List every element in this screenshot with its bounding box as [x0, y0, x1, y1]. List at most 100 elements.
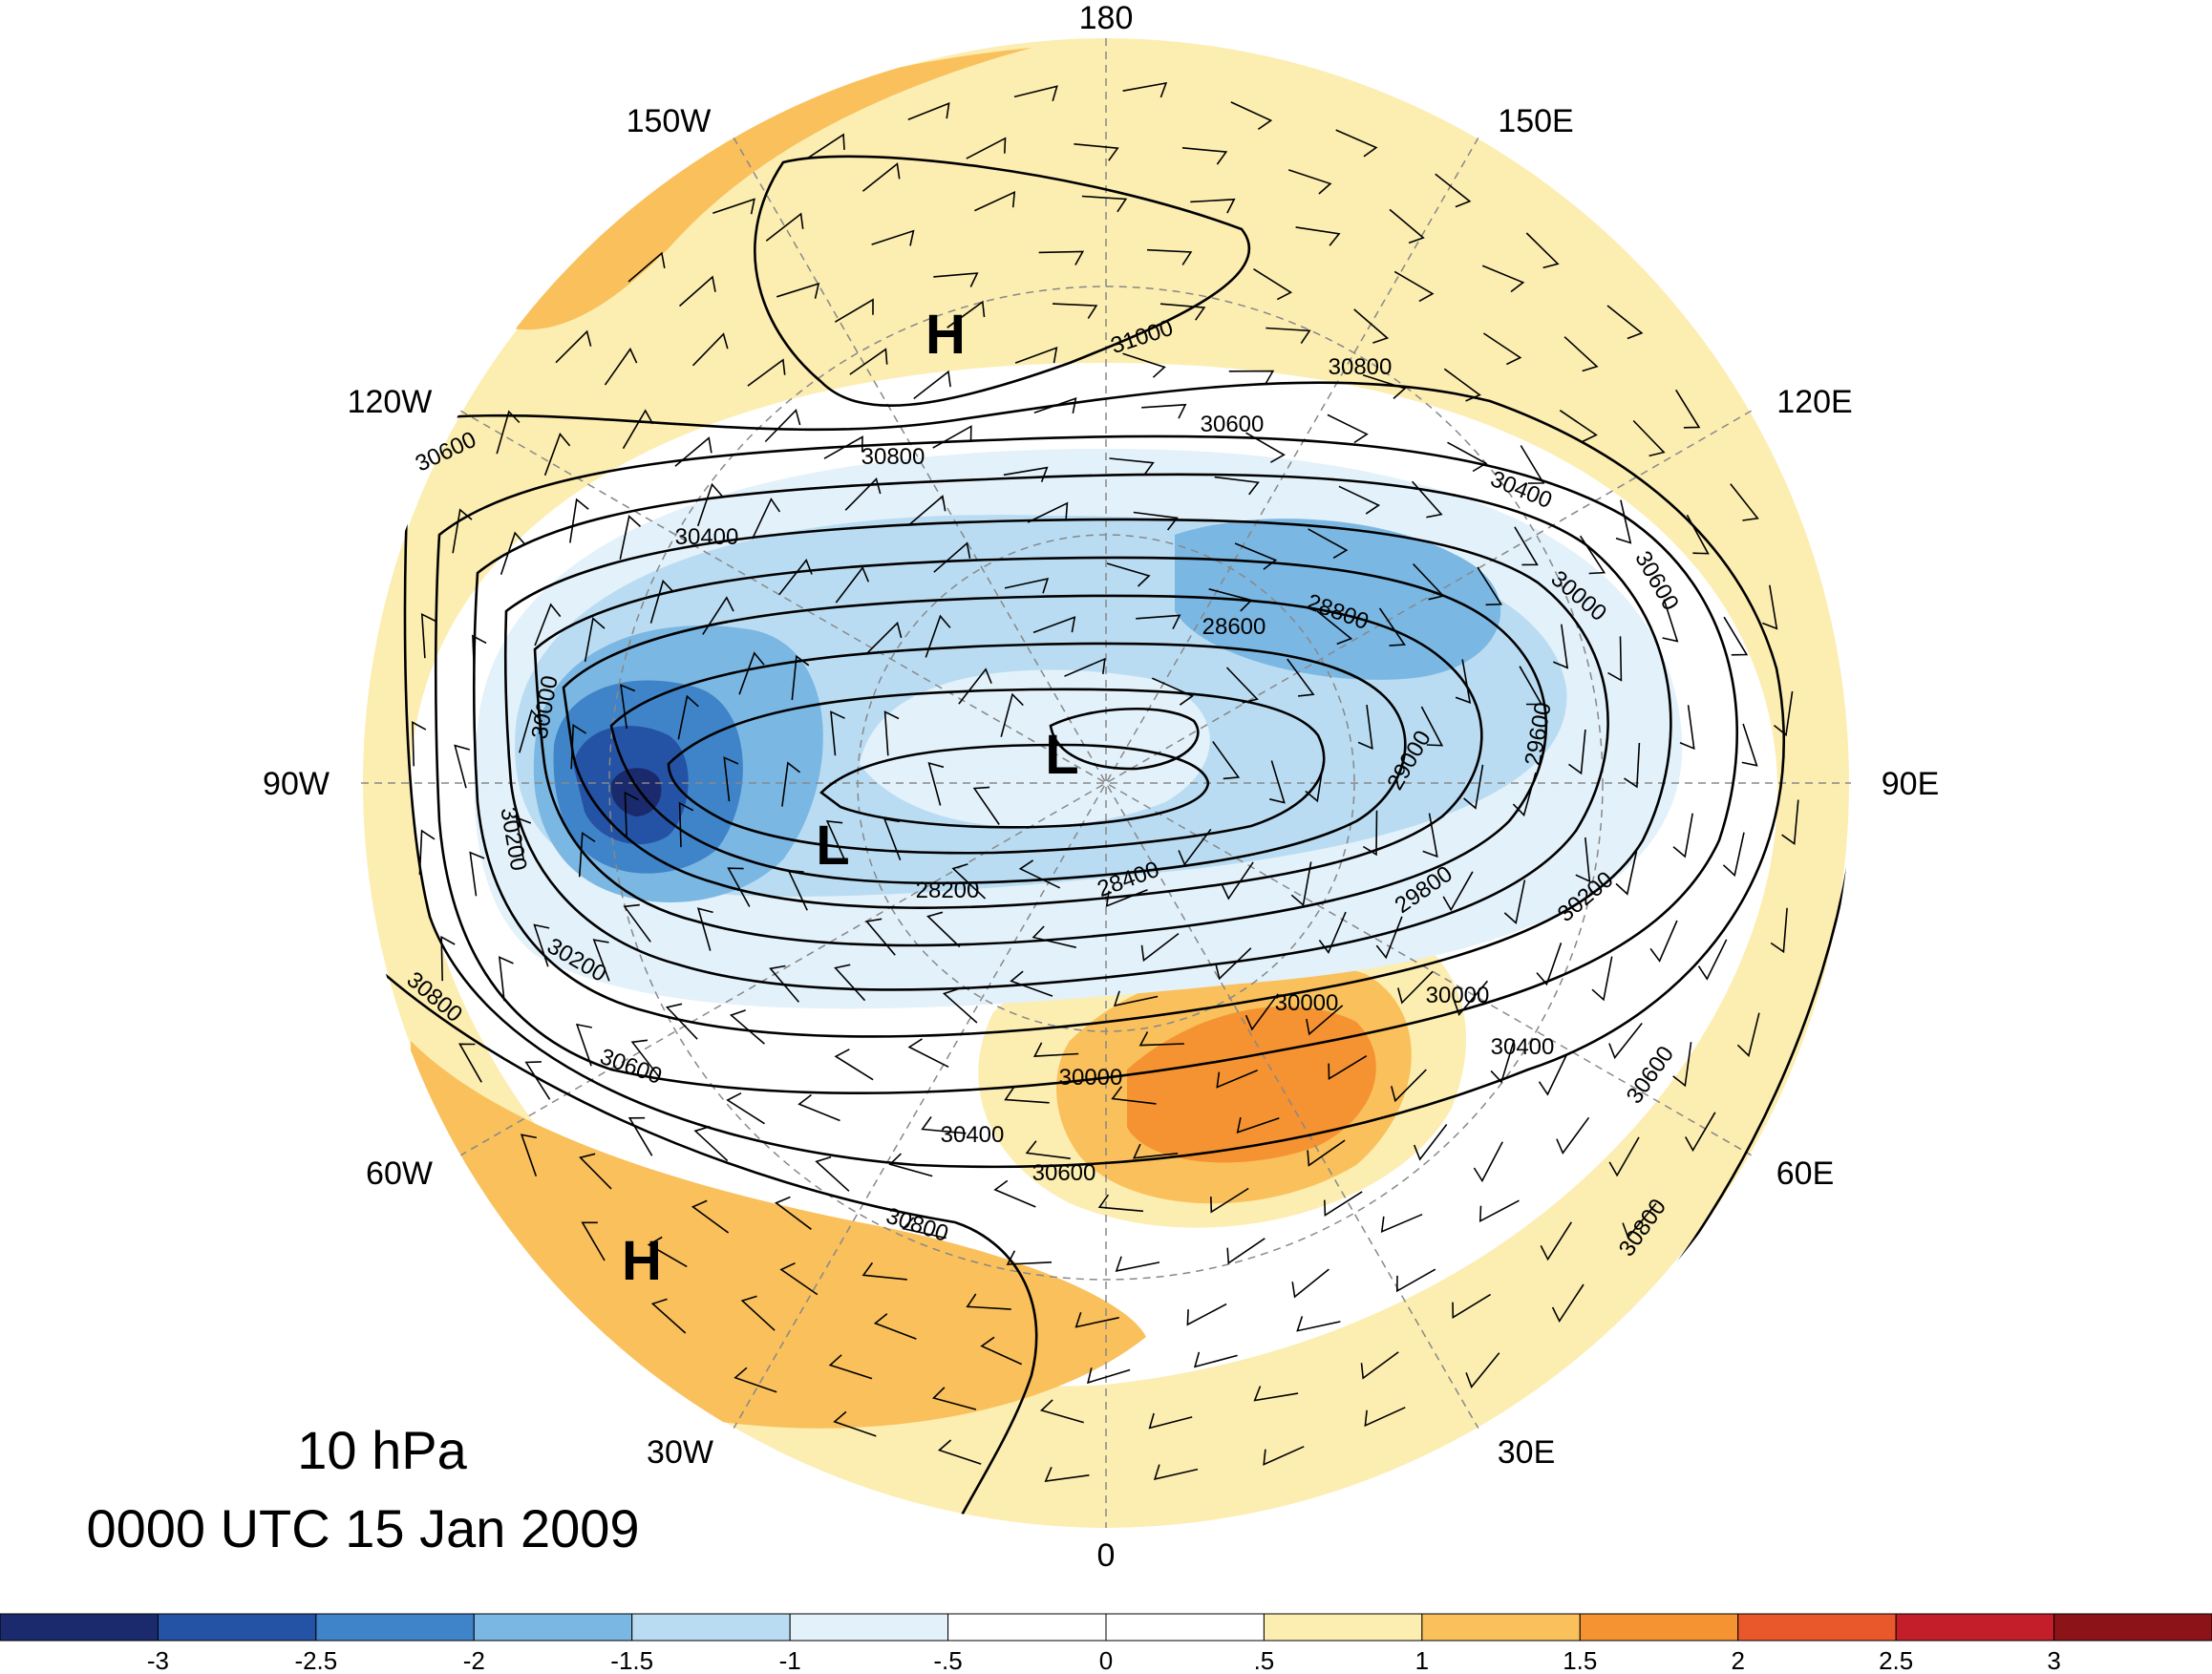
wind-barb [674, 436, 713, 467]
wind-barb [1568, 729, 1586, 775]
wind-barb [1159, 303, 1206, 321]
colorbar-box [947, 1613, 1107, 1642]
wind-barb [1413, 563, 1445, 601]
contour-label: 30600 [1032, 1160, 1096, 1186]
wind-barb [1074, 1312, 1119, 1328]
lon-label-120w: 120W [348, 384, 433, 420]
wind-barb [1378, 607, 1406, 646]
wind-barb [861, 162, 901, 192]
lon-label-120e: 120E [1776, 384, 1852, 420]
wind-barb [883, 817, 902, 860]
low-marker-canada: L [816, 815, 849, 877]
wind-barb [1551, 1283, 1585, 1324]
wind-barb [927, 761, 945, 806]
wind-barb [1032, 925, 1076, 948]
colorbar-tick-label: 2.5 [1879, 1646, 1913, 1674]
wind-barb [1081, 195, 1128, 213]
graticule [361, 38, 1851, 1528]
wind-barb [1111, 1086, 1157, 1105]
contour-label: 28600 [1202, 614, 1266, 640]
wind-barb [1146, 248, 1193, 265]
wind-barb [1038, 250, 1085, 265]
wind-barb [622, 409, 654, 450]
contour-label: 30800 [861, 444, 925, 470]
wind-barb [677, 694, 699, 740]
lon-label-180: 180 [1079, 0, 1134, 36]
wind-barb [1226, 1238, 1266, 1265]
contour-label: 30400 [675, 524, 739, 550]
wind-barb [1473, 1141, 1503, 1183]
wind-barb [1435, 173, 1472, 208]
wind-barb [1608, 1023, 1643, 1060]
wind-barb [1514, 526, 1539, 566]
colorbar-tick-label: -.5 [933, 1646, 962, 1674]
wind-barb [693, 1125, 729, 1162]
wind-barb [1013, 85, 1058, 102]
wind-barb [830, 710, 845, 756]
wind-barb [1774, 690, 1794, 737]
wind-barb [592, 939, 610, 982]
wind-barb [966, 137, 1007, 159]
wind-barb [1591, 956, 1613, 1002]
wind-barb [1004, 578, 1050, 594]
wind-barb [966, 1293, 1011, 1310]
wind-barb [1027, 501, 1069, 523]
wind-barb [1389, 208, 1425, 244]
wind-barb [1672, 813, 1693, 858]
wind-barb [778, 559, 813, 596]
wind-barb [1115, 1256, 1160, 1272]
lon-label-60w: 60W [366, 1155, 433, 1192]
wind-barb [980, 1336, 1023, 1366]
wind-barb [1335, 129, 1378, 158]
wind-barb [1697, 939, 1728, 981]
colorbar-tick-label: 3 [2047, 1646, 2060, 1674]
wind-barb [1210, 1187, 1249, 1214]
wind-barb [1563, 336, 1599, 372]
wind-barb [1266, 327, 1311, 345]
wind-barb [1151, 677, 1195, 706]
wind-barb [533, 923, 550, 967]
wind-barb [1442, 871, 1474, 912]
wind-barb [440, 935, 456, 982]
wind-barb [888, 1153, 933, 1177]
wind-barb [1552, 624, 1569, 669]
wind-barb [678, 275, 716, 307]
wind-barb [1622, 1202, 1657, 1240]
contour-label: 30000 [1275, 990, 1339, 1016]
contour-label: 30400 [1491, 1034, 1555, 1060]
wind-barb [1478, 1199, 1520, 1223]
wind-barb [864, 918, 896, 956]
contour-label: 30600 [1201, 412, 1265, 437]
lon-label-150e: 150E [1498, 103, 1573, 139]
wind-barb [1520, 445, 1545, 484]
wind-barb [1122, 352, 1166, 378]
wind-barb [647, 1236, 688, 1268]
wind-barb [1141, 403, 1187, 419]
wind-barb [604, 347, 638, 386]
contour-label: 28200 [916, 878, 980, 903]
lon-label-90e: 90E [1882, 766, 1940, 802]
contour-label: 30000 [1426, 983, 1490, 1008]
wind-barb [972, 786, 1000, 825]
wind-barb [472, 634, 487, 680]
wind-barb [787, 869, 808, 911]
colorbar-tick-label: -1 [779, 1646, 801, 1674]
wind-barb [1338, 485, 1381, 515]
wind-barb [1608, 1136, 1640, 1177]
wind-barb [1455, 659, 1472, 705]
wind-barb [1465, 1352, 1500, 1388]
lon-label-30e: 30E [1498, 1434, 1556, 1471]
wind-barb [1025, 1140, 1071, 1159]
wind-barb [1186, 1303, 1227, 1326]
wind-barb [925, 614, 951, 658]
wind-barb [696, 907, 713, 951]
wind-barb [543, 433, 571, 477]
wind-barb [627, 1116, 653, 1156]
wind-barb [1357, 704, 1373, 750]
wind-barb [1536, 943, 1563, 986]
wind-barb [1413, 1124, 1448, 1161]
lon-label-30w: 30W [647, 1434, 713, 1471]
wind-barb [1003, 466, 1049, 482]
colorbar-box [315, 1613, 475, 1642]
